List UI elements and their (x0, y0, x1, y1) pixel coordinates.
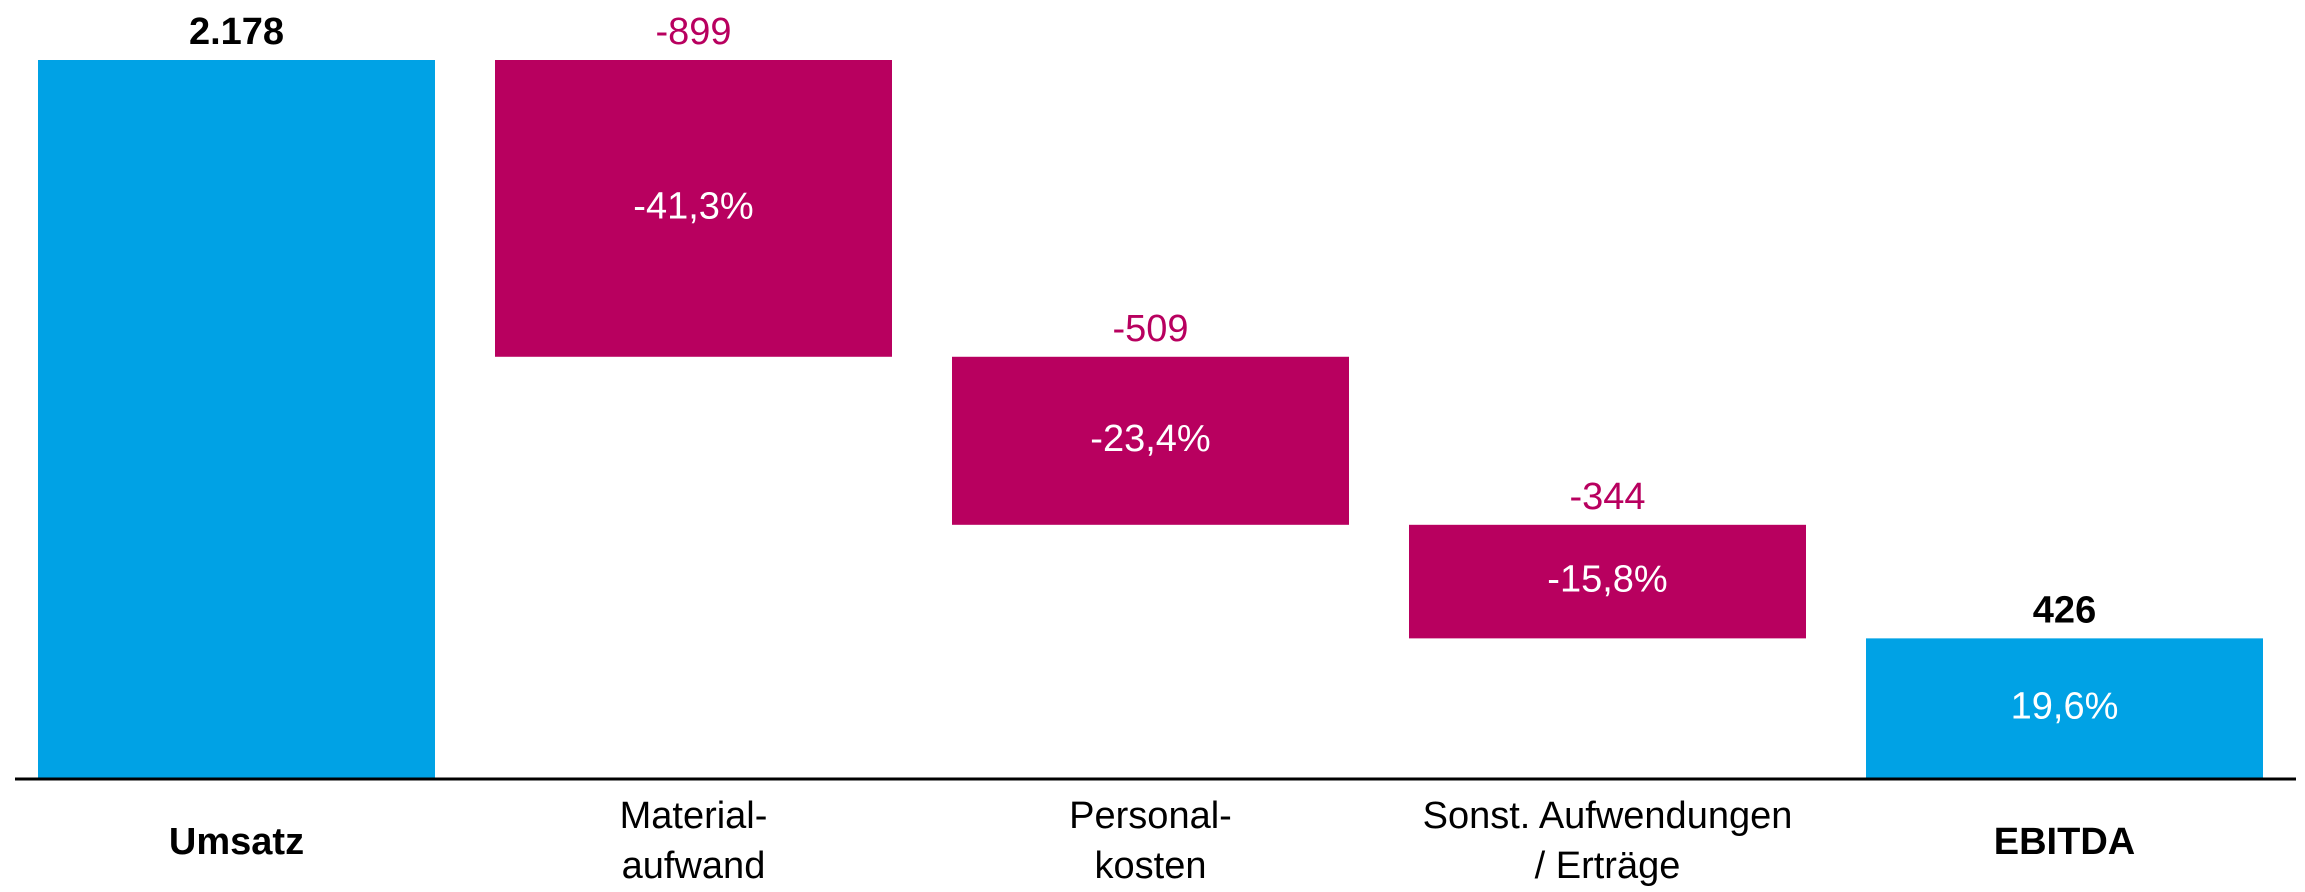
value-label: 426 (2033, 589, 2096, 631)
x-tick-label: Personal- kosten (1069, 795, 1232, 887)
value-label: -899 (655, 11, 731, 53)
x-tick-label: Sonst. Aufwendungen / Erträge (1422, 795, 1793, 887)
value-label: -344 (1569, 476, 1645, 518)
x-tick-label: Material- aufwand (619, 795, 768, 887)
bar (1409, 524, 1806, 639)
share-label: -15,8% (1547, 559, 1667, 601)
value-label: 2.178 (189, 11, 284, 53)
bar (495, 60, 892, 357)
share-label: 19,6% (2011, 686, 2119, 728)
bar (952, 356, 1349, 525)
value-label: -509 (1112, 308, 1188, 350)
bar (1866, 638, 2263, 779)
x-tick-label: EBITDA (1993, 821, 2136, 863)
share-label: -23,4% (1090, 418, 1210, 460)
share-label: -41,3% (633, 185, 753, 227)
bar (38, 60, 435, 779)
x-tick-label: Umsatz (168, 821, 305, 863)
